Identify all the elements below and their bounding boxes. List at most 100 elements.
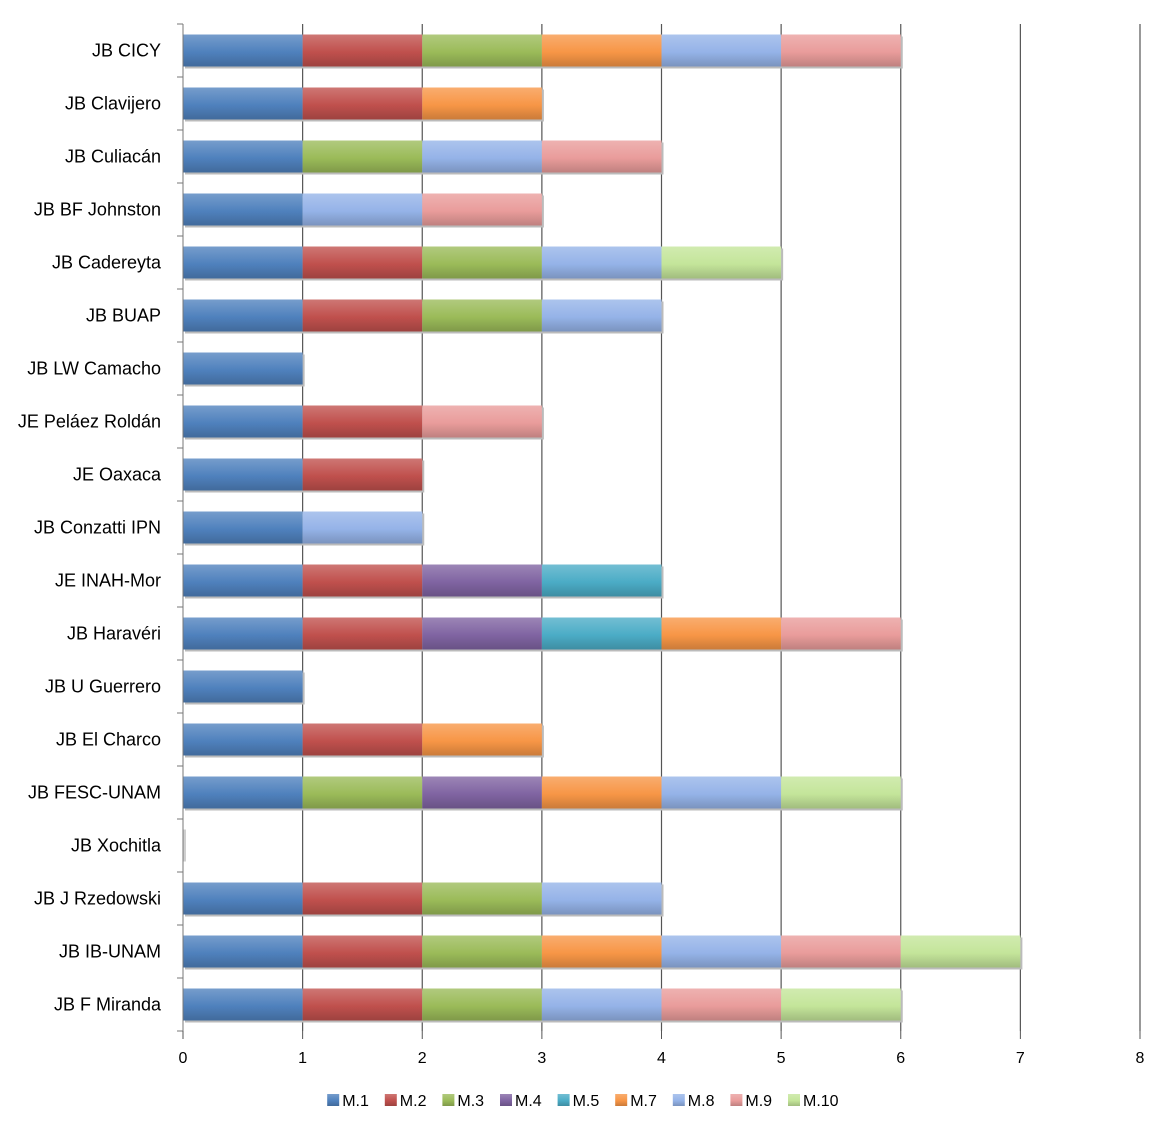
bar-jb-cadereyta-m-2 — [302, 246, 423, 279]
legend-label-m-9: M.9 — [745, 1093, 772, 1110]
category-label-jb-culiac-n: JB Culiacán — [65, 147, 161, 167]
bar-jb-cadereyta-m-1 — [183, 246, 303, 279]
bar-je-inah-mor-m-2 — [302, 564, 423, 597]
bar-row-je-inah-mor — [183, 564, 664, 599]
bar-jb-conzatti-ipn-m-8 — [302, 511, 423, 544]
bar-row-jb-el-charco — [183, 723, 544, 758]
legend-label-m-5: M.5 — [573, 1093, 600, 1110]
legend-item-m-3: M.3 — [442, 1093, 484, 1110]
bar-jb-harav-ri-m-9 — [781, 617, 901, 650]
bar-jb-bf-johnston-m-9 — [422, 193, 542, 226]
category-label-jb-buap: JB BUAP — [86, 306, 161, 326]
category-label-jb-xochitla: JB Xochitla — [71, 836, 162, 856]
bar-jb-cadereyta-m-10 — [661, 246, 782, 279]
legend-swatch-m-10 — [788, 1094, 800, 1106]
legend-swatch-m-5 — [557, 1094, 570, 1106]
legend-item-m-7: M.7 — [615, 1093, 657, 1110]
bar-jb-harav-ri-m-7 — [661, 617, 782, 650]
bar-jb-f-miranda-m-2 — [302, 988, 423, 1021]
bar-je-inah-mor-m-5 — [541, 564, 662, 597]
bar-jb-j-rzedowski-m-8 — [541, 882, 662, 915]
category-label-jb-bf-johnston: JB BF Johnston — [34, 200, 161, 220]
axes — [177, 23, 1141, 1039]
legend-label-m-10: M.10 — [803, 1093, 839, 1110]
bar-jb-culiac-n-m-9 — [541, 140, 662, 173]
bar-jb-cicy-m-1 — [183, 34, 303, 67]
bar-je-pel-ez-rold-n-m-2 — [302, 405, 423, 438]
x-tick-label-4: 4 — [657, 1050, 666, 1067]
x-tick-label-8: 8 — [1136, 1050, 1145, 1067]
bar-jb-harav-ri-m-4 — [422, 617, 542, 650]
bar-jb-culiac-n-m-8 — [422, 140, 542, 173]
bar-jb-ib-unam-m-2 — [302, 935, 423, 968]
bar-jb-ib-unam-m-8 — [661, 935, 782, 968]
category-label-jb-cadereyta: JB Cadereyta — [52, 253, 162, 273]
x-tick-label-3: 3 — [537, 1050, 546, 1067]
bar-jb-cicy-m-3 — [422, 34, 542, 67]
bar-jb-harav-ri-m-2 — [302, 617, 423, 650]
bar-jb-lw-camacho-m-1 — [183, 352, 303, 385]
bar-jb-culiac-n-m-3 — [302, 140, 423, 173]
x-tick-label-0: 0 — [179, 1050, 188, 1067]
bar-jb-fesc-unam-m-3 — [302, 776, 423, 809]
bar-jb-u-guerrero-m-1 — [183, 670, 303, 703]
bar-jb-clavijero-m-2 — [302, 87, 423, 120]
legend-item-m-1: M.1 — [327, 1093, 369, 1110]
bar-row-jb-j-rzedowski — [183, 882, 664, 917]
bar-row-jb-harav-ri — [183, 617, 903, 652]
bar-jb-el-charco-m-7 — [422, 723, 542, 756]
bar-jb-ib-unam-m-10 — [900, 935, 1021, 968]
bar-jb-ib-unam-m-7 — [541, 935, 662, 968]
legend-swatch-m-9 — [730, 1094, 743, 1106]
bar-row-jb-bf-johnston — [183, 193, 544, 228]
bar-jb-bf-johnston-m-8 — [302, 193, 423, 226]
bar-jb-bf-johnston-m-1 — [183, 193, 303, 226]
legend-swatch-m-4 — [500, 1094, 512, 1106]
legend-item-m-2: M.2 — [384, 1093, 427, 1110]
bar-row-je-oaxaca — [183, 458, 425, 493]
legend-label-m-4: M.4 — [515, 1093, 542, 1110]
x-tick-labels: 0 1 2 3 4 5 6 7 8 — [179, 1050, 1145, 1067]
x-tick-label-5: 5 — [777, 1050, 786, 1067]
bar-jb-fesc-unam-m-8 — [661, 776, 782, 809]
bar-jb-j-rzedowski-m-2 — [302, 882, 423, 915]
grid-lines — [302, 24, 1141, 1031]
category-label-jb-clavijero: JB Clavijero — [65, 94, 161, 114]
bar-row-jb-u-guerrero — [183, 670, 305, 705]
bar-jb-cadereyta-m-8 — [541, 246, 662, 279]
category-label-je-pel-ez-rold-n: JE Peláez Roldán — [18, 412, 161, 432]
legend: M.1 M.2 M.3 M.4 M.5 M.7 M.8 M.9 M.10 — [327, 1093, 839, 1110]
bar-row-jb-buap — [183, 299, 664, 334]
bar-je-inah-mor-m-1 — [183, 564, 303, 597]
bar-jb-cicy-m-8 — [661, 34, 782, 67]
bar-jb-fesc-unam-m-1 — [183, 776, 303, 809]
bar-jb-buap-m-8 — [541, 299, 662, 332]
bar-jb-buap-m-2 — [302, 299, 423, 332]
legend-swatch-m-7 — [615, 1094, 628, 1106]
bar-row-jb-xochitla — [183, 829, 186, 862]
category-label-jb-j-rzedowski: JB J Rzedowski — [34, 889, 161, 909]
bar-row-jb-f-miranda — [183, 988, 903, 1023]
bar-jb-ib-unam-m-3 — [422, 935, 542, 968]
category-label-jb-cicy: JB CICY — [92, 41, 161, 61]
bar-row-jb-conzatti-ipn — [183, 511, 425, 546]
legend-swatch-m-3 — [442, 1094, 455, 1106]
bar-je-pel-ez-rold-n-m-9 — [422, 405, 542, 438]
bar-jb-fesc-unam-m-7 — [541, 776, 662, 809]
bar-jb-cadereyta-m-3 — [422, 246, 542, 279]
bar-jb-j-rzedowski-m-1 — [183, 882, 303, 915]
category-label-jb-lw-camacho: JB LW Camacho — [27, 359, 161, 379]
x-tick-label-7: 7 — [1016, 1050, 1025, 1067]
bar-row-jb-clavijero — [183, 87, 544, 122]
bar-je-oaxaca-m-2 — [302, 458, 423, 491]
legend-item-m-4: M.4 — [500, 1093, 542, 1110]
bar-jb-conzatti-ipn-m-1 — [183, 511, 303, 544]
legend-swatch-m-1 — [327, 1094, 340, 1106]
bar-jb-fesc-unam-m-4 — [422, 776, 542, 809]
category-label-jb-harav-ri: JB Haravéri — [67, 624, 161, 644]
legend-label-m-8: M.8 — [688, 1093, 715, 1110]
bar-jb-cicy-m-7 — [541, 34, 662, 67]
bar-jb-harav-ri-m-5 — [541, 617, 662, 650]
x-tick-label-6: 6 — [896, 1050, 905, 1067]
